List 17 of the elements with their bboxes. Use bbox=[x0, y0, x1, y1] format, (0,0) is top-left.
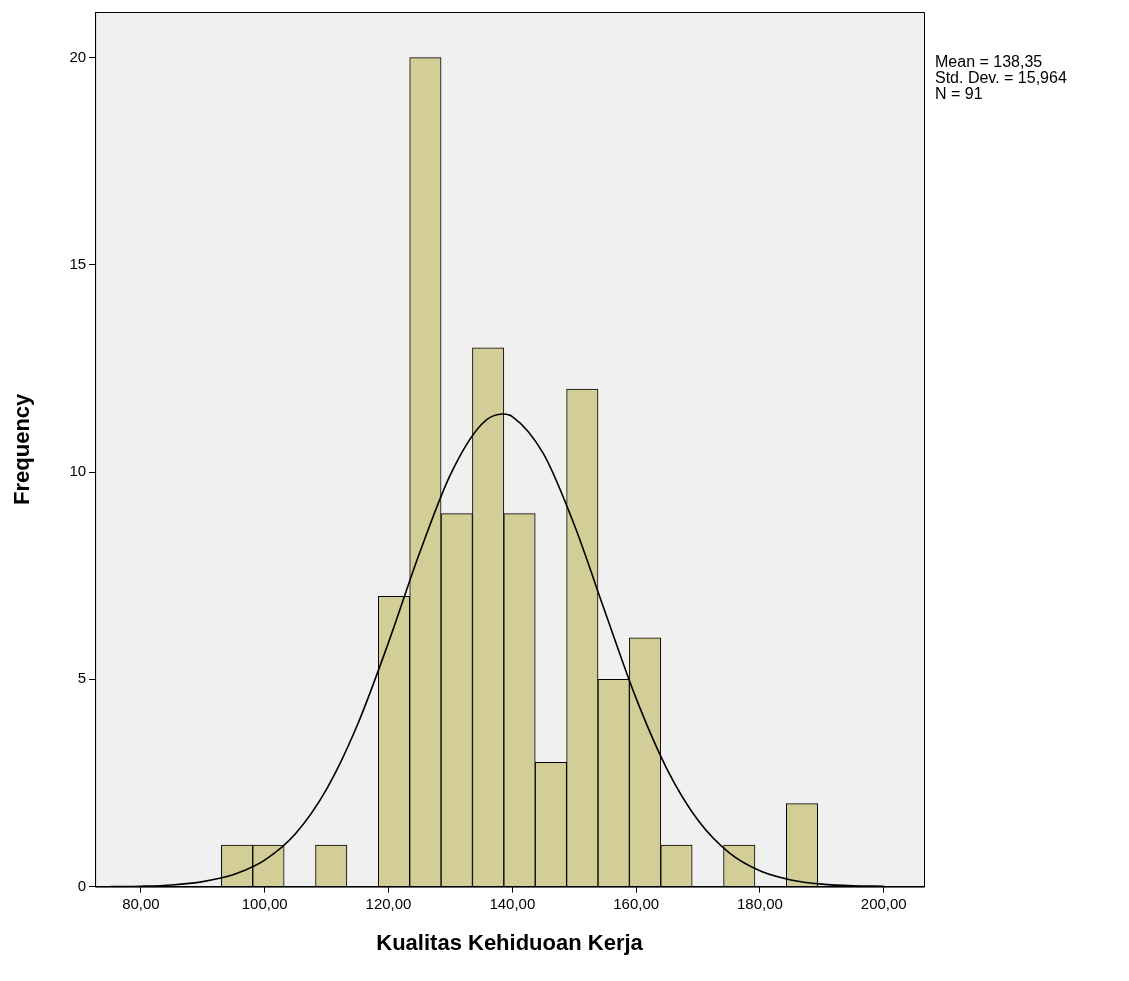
y-tick-label: 15 bbox=[69, 254, 87, 272]
y-tick-label: 5 bbox=[77, 669, 87, 687]
y-tick-label: 20 bbox=[69, 47, 87, 65]
y-axis-title: Frequency bbox=[9, 392, 35, 505]
x-tick-label: 80,00 bbox=[122, 894, 160, 912]
text: Mean = 138,35 bbox=[935, 53, 1044, 70]
text: N = 91 bbox=[935, 85, 984, 102]
x-tick-label: 100,00 bbox=[241, 894, 288, 912]
x-tick-label: 140,00 bbox=[489, 894, 536, 912]
y-tick-label: 10 bbox=[69, 462, 87, 480]
y-tick-label: 0 bbox=[77, 876, 87, 894]
x-tick-label: 180,00 bbox=[737, 894, 783, 912]
x-tick-label: 200,00 bbox=[860, 894, 907, 912]
x-tick-label: 160,00 bbox=[613, 894, 660, 912]
x-axis-title: Kualitas Kehiduoan Kerja bbox=[376, 929, 644, 955]
text: Std. Dev. = 15,964 bbox=[935, 69, 1067, 86]
x-tick-label: 120,00 bbox=[365, 894, 412, 912]
